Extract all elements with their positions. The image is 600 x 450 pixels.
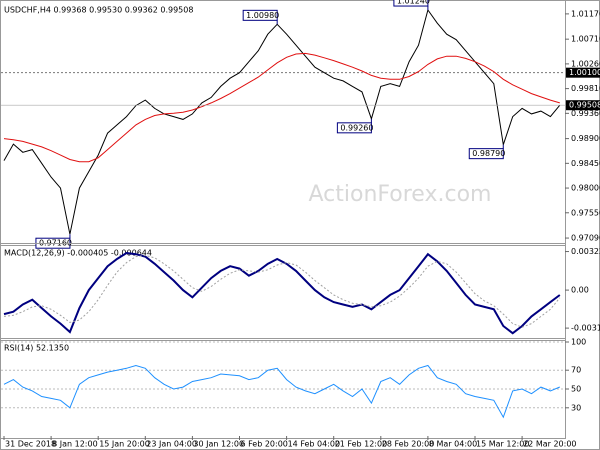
y-tick-label: 30 (571, 403, 581, 412)
y-tick-label: 70 (571, 366, 581, 375)
annotation-box (468, 148, 504, 160)
x-tick-label: 15 Mar 12:00 (476, 440, 529, 449)
y-tick-label: 0.97090 (571, 234, 600, 243)
x-tick-label: 8 Mar 04:00 (429, 440, 477, 449)
x-tick-label: 6 Feb 20:00 (241, 440, 288, 449)
x-tick-label: 23 Jan 04:00 (146, 440, 197, 449)
x-tick-label: 21 Feb 12:00 (335, 440, 387, 449)
level-box (566, 67, 600, 78)
annotation-label: 1.01240 (397, 0, 430, 6)
y-tick-label: 1.00710 (571, 35, 600, 44)
panel-frame (0, 243, 566, 341)
annotation-label: 0.99260 (340, 123, 373, 132)
panel-frame (0, 0, 566, 246)
y-tick-label: 0.00322 (571, 247, 600, 256)
panel-title: USDCHF,H4 0.99368 0.99530 0.99362 0.9950… (4, 6, 193, 15)
y-tick-label: 50 (571, 385, 581, 394)
x-tick-label: 31 Dec 2018 (5, 440, 56, 449)
panel-title: MACD(12,26,9) -0.000405 -0.000644 (4, 249, 152, 258)
series-line (3, 251, 561, 335)
annotation-box (393, 0, 429, 7)
y-tick-label: 1.01170 (571, 9, 600, 18)
x-tick-label: 30 Jan 12:00 (193, 440, 244, 449)
last-box (566, 100, 600, 111)
x-tick-label: 28 Feb 20:00 (382, 440, 434, 449)
level-label: 1.00100 (569, 68, 600, 77)
annotation-label: 1.00980 (246, 11, 279, 20)
panel-title: RSI(14) 52.1350 (4, 344, 69, 353)
y-tick-label: 0.00 (571, 286, 589, 295)
y-tick-label: -0.003174 (571, 324, 600, 333)
series-line (3, 254, 561, 328)
y-tick-label: 100 (571, 338, 586, 347)
annotation-label: 0.98790 (472, 149, 505, 158)
x-tick-label: 15 Jan 20:00 (99, 440, 150, 449)
series-line (3, 52, 560, 163)
x-tick-label: 14 Feb 04:00 (288, 440, 340, 449)
annotation-box (336, 122, 372, 134)
series-line (3, 364, 560, 419)
x-tick-label: 22 Mar 20:00 (523, 440, 576, 449)
series-line (3, 8, 561, 235)
watermark: ActionForex.com (309, 182, 492, 207)
annotation-box (242, 9, 278, 21)
x-tick-label: 8 Jan 12:00 (52, 440, 98, 449)
last-label: 0.99508 (569, 101, 600, 110)
